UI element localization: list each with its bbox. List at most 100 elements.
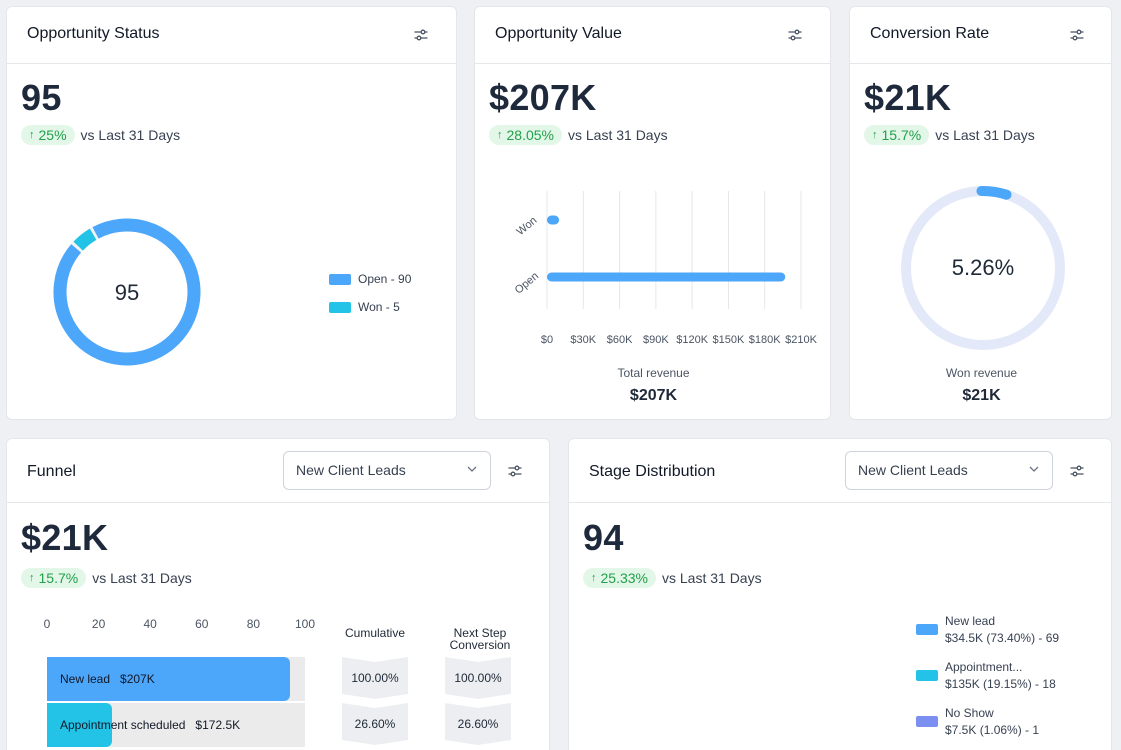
- funnel-axis-tick: 20: [91, 617, 106, 631]
- funnel-card: Funnel New Client Leads $21K ↑ 15.7% vs L…: [6, 438, 550, 750]
- legend-swatch: [916, 716, 938, 727]
- cumulative-cell: 100.00%: [342, 657, 408, 699]
- arrow-up-icon: ↑: [591, 572, 597, 584]
- next-step-cell: 100.00%: [445, 657, 511, 699]
- funnel-bar[interactable]: [47, 703, 112, 747]
- delta-label: vs Last 31 Days: [935, 127, 1035, 143]
- delta-row: ↑ 15.7% vs Last 31 Days: [21, 567, 192, 589]
- legend-item-open[interactable]: Open - 90: [329, 272, 411, 286]
- donut-slice-open[interactable]: [47, 212, 207, 372]
- x-tick-label: $180K: [749, 334, 781, 346]
- filter-settings-icon[interactable]: [1069, 463, 1085, 479]
- x-tick-label: $210K: [785, 334, 817, 346]
- delta-row: ↑ 28.05% vs Last 31 Days: [489, 124, 668, 146]
- delta-badge: ↑ 15.7%: [864, 125, 930, 145]
- pipeline-select[interactable]: New Client Leads: [283, 451, 491, 490]
- legend-name: New lead: [945, 614, 996, 628]
- legend-swatch: [329, 273, 351, 285]
- gauge-arc: [976, 186, 1012, 200]
- x-tick-label: $60K: [607, 334, 633, 346]
- won-revenue-value: $21K: [962, 387, 1001, 404]
- kpi-value: $21K: [21, 517, 109, 558]
- legend-swatch: [329, 301, 351, 313]
- kpi-value: $21K: [864, 77, 952, 118]
- kpi-value: 95: [21, 77, 62, 118]
- funnel-axis-tick: 60: [195, 617, 209, 631]
- legend-swatch: [916, 624, 938, 635]
- funnel-axis-tick: 40: [143, 617, 157, 631]
- card-title: Conversion Rate: [870, 25, 990, 42]
- stage-amount: $207K: [120, 672, 155, 686]
- stage-distribution-card: Stage Distribution New Client Leads 94 ↑…: [568, 438, 1112, 750]
- legend-detail: $135K (19.15%) - 18: [945, 677, 1056, 691]
- next-step-cell: 26.60%: [445, 703, 511, 745]
- legend-name: No Show: [945, 706, 994, 720]
- x-tick-label: $0: [541, 334, 553, 346]
- delta-label: vs Last 31 Days: [661, 570, 762, 586]
- cumulative-header: Cumulative: [344, 626, 406, 640]
- pipeline-select[interactable]: New Client Leads: [845, 451, 1053, 490]
- chevron-down-icon: [1029, 466, 1039, 472]
- card-header: Opportunity Value: [475, 7, 830, 64]
- kpi-value: 94: [583, 517, 624, 558]
- stage-amount: $172.5K: [195, 718, 241, 732]
- delta-badge: ↑ 28.05%: [489, 125, 562, 145]
- filter-settings-icon[interactable]: [413, 27, 429, 43]
- x-tick-label: $120K: [676, 334, 708, 346]
- chevron-down-icon: [467, 466, 477, 472]
- stage-name: New lead: [60, 672, 111, 686]
- total-revenue-label: Total revenue: [617, 366, 690, 380]
- funnel-axis-tick: 0: [43, 617, 51, 631]
- kpi-value: $207K: [489, 77, 597, 118]
- delta-label: vs Last 31 Days: [92, 570, 192, 586]
- donut-center-label: 95: [115, 280, 139, 305]
- delta-badge: ↑ 25.33%: [583, 568, 656, 588]
- funnel-bar-label: Appointment scheduled $172.5K: [60, 718, 240, 732]
- y-tick-label: Open: [513, 270, 541, 296]
- delta-row: ↑ 15.7% vs Last 31 Days: [864, 124, 1035, 146]
- won-revenue-label: Won revenue: [945, 366, 1018, 380]
- total-revenue-value: $207K: [629, 387, 678, 404]
- delta-row: ↑ 25.33% vs Last 31 Days: [583, 567, 762, 589]
- legend-item-won[interactable]: Won - 5: [329, 300, 400, 314]
- delta-label: vs Last 31 Days: [567, 127, 668, 143]
- opportunity-value-bar-chart: $0 $30K $60K $90K $120K $150K $180K $210K Won Ope…: [513, 191, 818, 346]
- delta-row: ↑ 25% vs Last 31 Days: [21, 124, 180, 146]
- bar-open[interactable]: [547, 272, 786, 282]
- funnel-bar-label: New lead $207K: [60, 672, 155, 686]
- delta-label: vs Last 31 Days: [80, 127, 181, 143]
- card-header: Opportunity Status: [7, 7, 456, 64]
- arrow-up-icon: ↑: [29, 129, 35, 141]
- legend-detail: $7.5K (1.06%) - 1: [945, 723, 1040, 737]
- card-title: Opportunity Status: [27, 25, 160, 42]
- legend-detail: $34.5K (73.40%) - 69: [945, 631, 1060, 645]
- x-tick-label: $90K: [643, 334, 669, 346]
- card-header: Stage Distribution New Client Leads: [569, 439, 1111, 503]
- filter-settings-icon[interactable]: [507, 463, 523, 479]
- filter-settings-icon[interactable]: [1069, 27, 1085, 43]
- card-title: Funnel: [27, 463, 76, 480]
- opportunity-status-donut: 95: [47, 212, 207, 372]
- gauge-center-label: 5.26%: [952, 255, 1014, 280]
- funnel-axis-tick: 80: [246, 617, 261, 631]
- legend-name: Appointment...: [945, 660, 1023, 674]
- conversion-rate-card: Conversion Rate $21K ↑ 15.7% vs Last 31 D…: [849, 6, 1112, 420]
- conversion-rate-gauge: 5.26%: [901, 186, 1065, 350]
- legend-swatch: [916, 670, 938, 681]
- funnel-axis-tick: 100: [294, 617, 316, 631]
- card-header: Funnel New Client Leads: [7, 439, 549, 503]
- arrow-up-icon: ↑: [29, 572, 35, 584]
- x-tick-label: $30K: [570, 334, 596, 346]
- delta-badge: ↑ 15.7%: [21, 568, 87, 588]
- opportunity-status-card: Opportunity Status 95 ↑ 25% vs Last 31 Da…: [6, 6, 457, 420]
- arrow-up-icon: ↑: [497, 129, 503, 141]
- next-step-header: Next Step Conversion: [449, 626, 511, 652]
- funnel-bar[interactable]: [47, 657, 290, 701]
- stage-name: Appointment scheduled: [60, 718, 186, 732]
- card-title: Stage Distribution: [589, 463, 716, 480]
- card-title: Opportunity Value: [495, 25, 622, 42]
- filter-settings-icon[interactable]: [787, 27, 803, 43]
- bar-won[interactable]: [547, 215, 560, 225]
- opportunity-value-card: Opportunity Value $207K ↑ 28.05% vs Last …: [474, 6, 831, 420]
- arrow-up-icon: ↑: [872, 129, 878, 141]
